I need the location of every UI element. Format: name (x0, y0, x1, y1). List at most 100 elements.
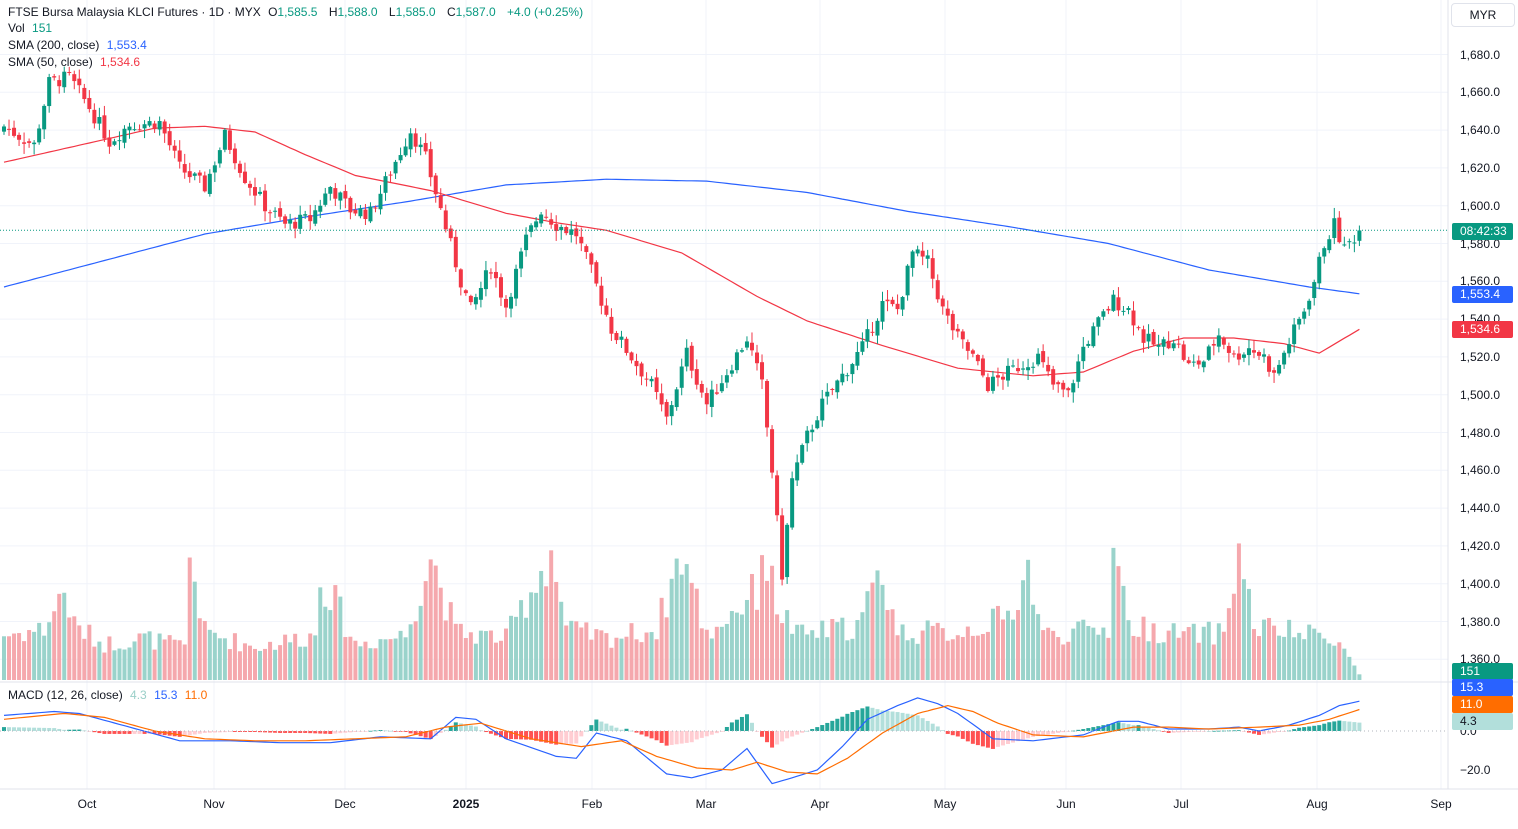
volume-bar (604, 633, 609, 680)
candle-body (569, 229, 574, 235)
volume-bar (47, 622, 52, 680)
volume-bar (293, 633, 298, 680)
candle-body (172, 145, 177, 151)
volume-bar (493, 642, 498, 680)
macd-histogram-bar (137, 731, 142, 734)
macd-pane (0, 697, 1448, 785)
candle-body (473, 297, 478, 305)
volume-bar (850, 638, 855, 680)
candle-body (132, 129, 137, 131)
macd-histogram-bar (197, 731, 202, 734)
volume-bar (147, 631, 152, 680)
candle-body (960, 331, 965, 340)
sma50-line (3, 125, 1360, 377)
candle-body (192, 173, 197, 176)
macd-histogram-bar (192, 731, 197, 735)
volume-legend[interactable]: Vol 151 (8, 21, 53, 35)
volume-bar (77, 625, 82, 680)
currency-selector[interactable]: MYR (1451, 3, 1515, 27)
candle-body (288, 219, 293, 224)
volume-bar (880, 584, 885, 680)
volume-bar (268, 641, 273, 680)
candle-body (1071, 383, 1076, 393)
volume-bar (1267, 617, 1272, 680)
volume-bar (162, 639, 167, 680)
candle-body (283, 216, 288, 224)
candle-body (418, 144, 423, 148)
volume-bar (428, 559, 433, 680)
macd-histogram-bar (1016, 731, 1021, 742)
volume-bar (1201, 626, 1206, 680)
price-tick-label: 1,640.0 (1460, 123, 1501, 138)
macd-histogram-bar (1061, 731, 1066, 733)
price-tick-label: 1,480.0 (1460, 425, 1501, 440)
volume-bar (237, 651, 242, 680)
macd-histogram-bar (17, 727, 22, 731)
sma50-legend[interactable]: SMA (50, close) 1,534.6 (8, 55, 141, 69)
volume-bar (418, 605, 423, 680)
volume-bar (985, 631, 990, 680)
volume-bar (1131, 635, 1136, 680)
candle-body (102, 115, 107, 139)
volume-bar (408, 624, 413, 680)
candle-body (870, 331, 875, 333)
candle-body (995, 375, 1000, 378)
volume-bar (217, 638, 222, 680)
volume-bar (1196, 642, 1201, 680)
macd-histogram-bar (288, 731, 293, 733)
candle-body (1246, 348, 1251, 356)
candle-body (604, 305, 609, 315)
volume-bar (1292, 637, 1297, 680)
macd-signal-line (3, 704, 1360, 775)
volume-bar (749, 574, 754, 680)
candle-body (378, 193, 383, 210)
volume-bar (1246, 588, 1251, 680)
candle-body (875, 320, 880, 336)
macd-histogram-bar (524, 731, 529, 740)
candle-body (157, 121, 162, 130)
macd-histogram-bar (509, 731, 514, 739)
candle-body (1151, 331, 1156, 345)
macd-histogram-bar (835, 718, 840, 731)
volume-bar (247, 645, 252, 680)
candle-body (1186, 360, 1191, 364)
macd-histogram-bar (1056, 731, 1061, 733)
candle-body (177, 150, 182, 162)
macd-histogram-bar (227, 731, 232, 732)
macd-histogram-bar (604, 723, 609, 731)
sma200-value: 1,553.4 (106, 38, 147, 52)
volume-bar (1287, 619, 1292, 680)
macd-histogram-bar (117, 731, 122, 734)
candle-body (117, 140, 122, 142)
macd-histogram-bar (32, 727, 37, 731)
volume-bar (222, 638, 227, 680)
candle-body (483, 270, 488, 290)
candle-body (187, 171, 192, 178)
candle-body (1111, 294, 1116, 311)
candle-body (2, 126, 6, 132)
macd-histogram-bar (1337, 720, 1342, 731)
macd-histogram-bar (383, 730, 388, 732)
volume-bar (1251, 629, 1256, 680)
volume-bar (1216, 623, 1221, 680)
time-tick-label: Nov (203, 797, 225, 811)
symbol-title[interactable]: FTSE Bursa Malaysia KLCI Futures · 1D · … (8, 5, 261, 19)
volume-bar (1241, 579, 1246, 680)
macd-histogram-bar (1347, 721, 1352, 731)
candle-body (57, 80, 62, 87)
sma200-line (3, 178, 1360, 295)
macd-histogram-bar (925, 720, 930, 731)
price-tick-label: 1,620.0 (1460, 160, 1501, 175)
volume-bar (569, 620, 574, 680)
candle-body (227, 130, 232, 150)
volume-bar (990, 608, 995, 680)
macd-histogram-bar (544, 731, 549, 743)
volume-bar (1307, 624, 1312, 680)
macd-legend[interactable]: MACD (12, 26, close) 4.3 15.3 11.0 (8, 688, 208, 702)
sma200-legend[interactable]: SMA (200, close) 1,553.4 (8, 38, 147, 52)
candle-body (433, 175, 438, 195)
candle-body (654, 377, 659, 393)
volume-bar (368, 648, 373, 680)
candle-body (614, 333, 619, 341)
